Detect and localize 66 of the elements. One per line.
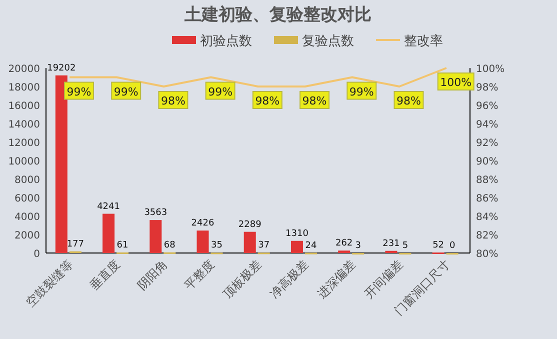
legend-label: 初验点数 — [200, 34, 252, 49]
y-tick-label: 6000 — [14, 194, 40, 204]
data-label: 100% — [440, 76, 472, 89]
y2-tick-label: 100% — [476, 64, 505, 75]
y2-tick-label: 88% — [476, 175, 498, 186]
data-label: 0 — [449, 241, 456, 251]
data-label: 231 — [382, 238, 400, 249]
y-tick-label: 16000 — [8, 101, 40, 112]
y-tick-label: 12000 — [8, 138, 40, 149]
data-label: 37 — [258, 240, 270, 251]
x-tick-label: 垂直度 — [87, 257, 123, 293]
y2-tick-label: 94% — [476, 120, 498, 130]
data-label: 99% — [349, 85, 374, 98]
x-tick-label: 阴阳角 — [134, 257, 170, 293]
data-label: 262 — [335, 238, 353, 249]
data-label: 98% — [302, 94, 327, 108]
y2-tick-label: 84% — [476, 212, 498, 223]
bar — [150, 220, 162, 253]
y-tick-label: 4000 — [14, 212, 40, 223]
data-label: 177 — [66, 239, 84, 250]
y-tick-label: 18000 — [8, 82, 40, 94]
data-label: 61 — [116, 240, 128, 250]
data-label: 52 — [432, 240, 444, 251]
x-tick-label: 顶板极差 — [220, 257, 264, 302]
data-label: 3563 — [144, 208, 168, 218]
y2-tick-label: 80% — [476, 249, 498, 260]
x-tick-label: 进深偏差 — [314, 257, 358, 302]
data-label: 19202 — [47, 63, 76, 74]
data-label: 4241 — [97, 202, 120, 212]
data-label: 68 — [164, 240, 176, 250]
chart-title: 土建初验、复验整改对比 — [184, 5, 372, 25]
y-tick-label: 0 — [34, 249, 40, 260]
legend-label: 整改率 — [404, 33, 443, 49]
bar — [290, 240, 303, 253]
data-label: 2426 — [191, 218, 214, 229]
data-label: 99% — [114, 85, 138, 98]
x-tick-label: 空鼓裂缝等 — [23, 257, 76, 310]
data-label: 99% — [66, 85, 92, 98]
bar — [196, 230, 209, 253]
bar — [244, 232, 256, 253]
y-tick-label: 2000 — [14, 230, 40, 242]
y2-tick-label: 86% — [476, 194, 498, 204]
y2-tick-label: 90% — [476, 156, 498, 168]
bar — [102, 214, 115, 253]
y-tick-label: 10000 — [8, 156, 40, 168]
y2-tick-label: 82% — [476, 230, 498, 242]
data-label: 5 — [402, 240, 408, 251]
data-label: 35 — [211, 240, 222, 251]
legend-label: 复验点数 — [302, 34, 354, 49]
y2-tick-label: 96% — [476, 101, 498, 112]
y-tick-label: 8000 — [14, 175, 40, 186]
data-label: 2289 — [238, 220, 262, 230]
data-label: 3 — [355, 240, 361, 251]
x-tick-label: 平整度 — [182, 257, 218, 293]
y2-tick-label: 98% — [476, 82, 498, 94]
data-label: 98% — [255, 94, 280, 108]
data-label: 24 — [305, 240, 317, 251]
y-tick-label: 14000 — [8, 120, 40, 130]
y-tick-label: 20000 — [8, 64, 40, 75]
data-label: 98% — [396, 94, 421, 108]
bar — [55, 75, 68, 253]
data-label: 98% — [160, 94, 186, 108]
data-label: 99% — [208, 85, 233, 98]
y2-tick-label: 92% — [476, 138, 498, 149]
data-label: 1310 — [286, 228, 309, 239]
x-tick-label: 净高极差 — [267, 257, 312, 302]
